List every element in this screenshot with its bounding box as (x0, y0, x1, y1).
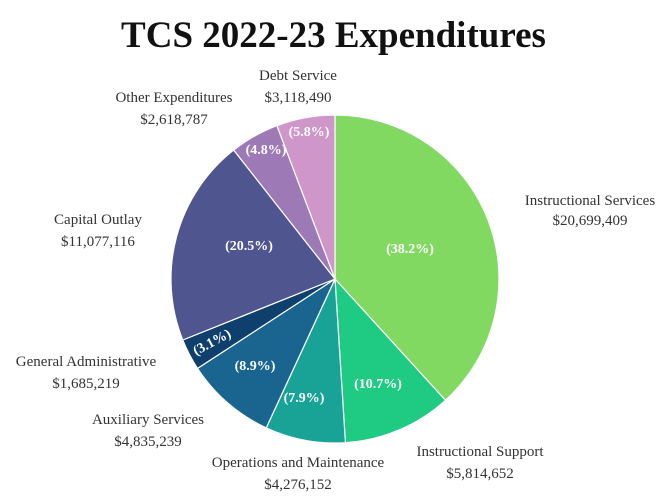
slice-value-label: $11,077,116 (61, 234, 135, 250)
slice-percent-label: (20.5%) (225, 239, 273, 254)
slice-category-label: General Administrative (16, 354, 157, 370)
slice-category-label: Debt Service (259, 68, 337, 84)
slice-percent-label: (7.9%) (284, 391, 325, 406)
slice-category-label: Other Expenditures (115, 90, 232, 106)
slice-percent-label: (5.8%) (289, 125, 330, 140)
slice-percent-label: (38.2%) (386, 242, 434, 257)
slice-value-label: $1,685,219 (52, 376, 120, 392)
slice-value-label: $3,118,490 (265, 90, 332, 106)
pie-slice (196, 277, 337, 429)
slice-value-label: $20,699,409 (553, 213, 628, 229)
chart-title: TCS 2022-23 Expenditures (121, 15, 546, 56)
pie-slice (170, 149, 336, 341)
pie-slices (170, 114, 500, 444)
slice-category-label: Instructional Services (525, 193, 656, 209)
slice-category-label: Auxiliary Services (92, 412, 204, 428)
slice-category-label: Capital Outlay (54, 212, 142, 228)
pie-slice (334, 277, 447, 444)
slice-value-label: $2,618,787 (140, 112, 208, 128)
slice-value-label: $4,276,152 (264, 477, 332, 493)
pie-slice (334, 114, 500, 402)
slice-percent-label: (10.7%) (354, 377, 402, 392)
slice-category-label: Operations and Maintenance (212, 455, 385, 471)
slice-value-label: $5,814,652 (446, 466, 514, 482)
slice-category-label: Instructional Support (416, 444, 544, 460)
slice-value-label: $4,835,239 (114, 434, 182, 450)
slice-percent-label: (8.9%) (235, 359, 276, 374)
pie-slice (276, 114, 336, 280)
slice-percent-label: (4.8%) (246, 143, 287, 158)
